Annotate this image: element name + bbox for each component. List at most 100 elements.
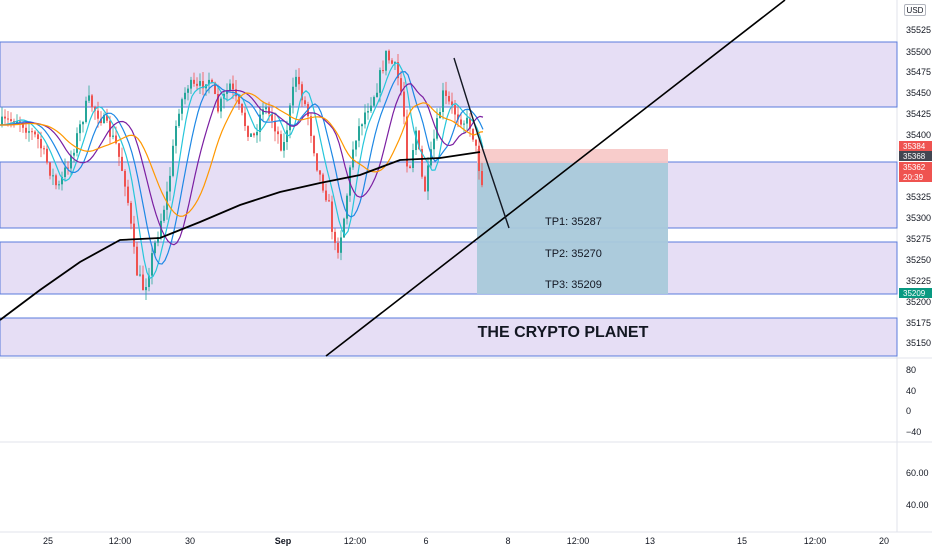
lower-demand-zone[interactable]: [0, 317, 898, 357]
candle-body: [208, 79, 210, 85]
candle-body: [187, 88, 189, 93]
candle-body: [37, 134, 39, 139]
price-badge: [899, 141, 932, 151]
candle-body: [31, 131, 33, 133]
price-badge-label: 35368: [903, 152, 926, 161]
indicator-tick-label: 40.00: [906, 500, 929, 510]
time-tick-label: 12:00: [109, 536, 132, 546]
range-zone[interactable]: [0, 161, 898, 229]
indicator-axis[interactable]: 80 40 0 −40 60.00 40.00: [906, 365, 929, 510]
candle-body: [136, 246, 138, 276]
candle-body: [298, 76, 300, 85]
ascending-trendline[interactable]: [325, 0, 786, 357]
candle-body: [466, 117, 468, 124]
candle-body: [400, 78, 402, 92]
candle-body: [127, 186, 129, 203]
candle-body: [202, 81, 204, 89]
candle-body: [142, 274, 144, 291]
candle-body: [427, 165, 429, 192]
watermark-text: THE CRYPTO PLANET: [478, 324, 649, 341]
candle-body: [451, 101, 453, 106]
candle-body: [199, 81, 201, 86]
stop-loss-area[interactable]: [477, 149, 668, 163]
time-tick-label: 12:00: [567, 536, 590, 546]
candle-body: [442, 90, 444, 112]
candle-body: [388, 50, 390, 61]
candle-body: [289, 105, 291, 131]
candle-body: [64, 167, 66, 177]
candle-body: [361, 124, 363, 127]
price-badge: [899, 162, 932, 172]
candle-body: [229, 83, 231, 91]
time-tick-label: Sep: [275, 536, 292, 546]
moving-averages: [0, 62, 484, 321]
candle-body: [469, 117, 471, 129]
candle-body: [55, 175, 57, 186]
candle-body: [310, 116, 312, 137]
candle-body: [100, 118, 102, 124]
tp2-label: TP2: 35270: [545, 248, 602, 260]
price-tick-label: 35200: [906, 297, 931, 307]
candle-body: [481, 171, 483, 186]
candle-body: [10, 119, 12, 122]
candle-body: [52, 175, 54, 177]
candle-body: [58, 184, 60, 186]
time-tick-label: 20: [879, 536, 889, 546]
candle-body: [190, 79, 192, 89]
candle-body: [256, 131, 258, 136]
price-tick-label: 35175: [906, 318, 931, 328]
indicator-tick-label: 60.00: [906, 468, 929, 478]
candle-body: [346, 195, 348, 219]
price-tick-label: 35225: [906, 276, 931, 286]
time-tick-label: 13: [645, 536, 655, 546]
candle-body: [91, 95, 93, 108]
candle-body: [367, 111, 369, 113]
price-tick-label: 35275: [906, 234, 931, 244]
candle-body: [292, 86, 294, 106]
candle-body: [181, 99, 183, 114]
currency-button[interactable]: USD: [904, 4, 926, 16]
time-tick-label: 6: [423, 536, 428, 546]
candle-body: [448, 95, 450, 102]
candle-body: [364, 112, 366, 125]
price-tick-label: 35425: [906, 109, 931, 119]
price-badge-label: 35209: [903, 289, 926, 298]
candle-body: [355, 140, 357, 150]
candle-body: [385, 50, 387, 71]
candle-body: [82, 121, 84, 125]
price-tick-label: 35300: [906, 213, 931, 223]
candle-body: [379, 70, 381, 93]
projection-path[interactable]: [453, 57, 510, 229]
candle-body: [382, 70, 384, 72]
price-axis[interactable]: 3550035475354503542535400353753535035325…: [906, 25, 931, 348]
price-badge-label: 20:39: [903, 173, 924, 182]
candle-body: [418, 130, 420, 150]
candle-body: [262, 109, 264, 115]
candle-body: [103, 115, 105, 124]
candle-body: [253, 133, 255, 136]
candle-body: [214, 82, 216, 95]
price-badge: [899, 151, 932, 161]
candle-body: [394, 62, 396, 64]
take-profit-area[interactable]: [477, 163, 668, 294]
candle-body: [244, 112, 246, 127]
candle-body: [172, 145, 174, 176]
candle-body: [166, 191, 168, 210]
candle-body: [49, 162, 51, 176]
candle-body: [376, 92, 378, 98]
candle-body: [343, 218, 345, 238]
candle-body: [145, 287, 147, 291]
candle-body: [235, 89, 237, 97]
candle-body: [301, 84, 303, 101]
candle-body: [337, 242, 339, 253]
price-tick-label: 35150: [906, 338, 931, 348]
candle-body: [184, 92, 186, 100]
candle-body: [61, 176, 63, 185]
candle-body: [118, 143, 120, 157]
price-tick-label: 35400: [906, 130, 931, 140]
time-axis[interactable]: 25 12:00 30 Sep 12:00 6 8 12:00 13 15 12:00 20: [43, 536, 889, 546]
demand-zone[interactable]: [0, 241, 898, 295]
